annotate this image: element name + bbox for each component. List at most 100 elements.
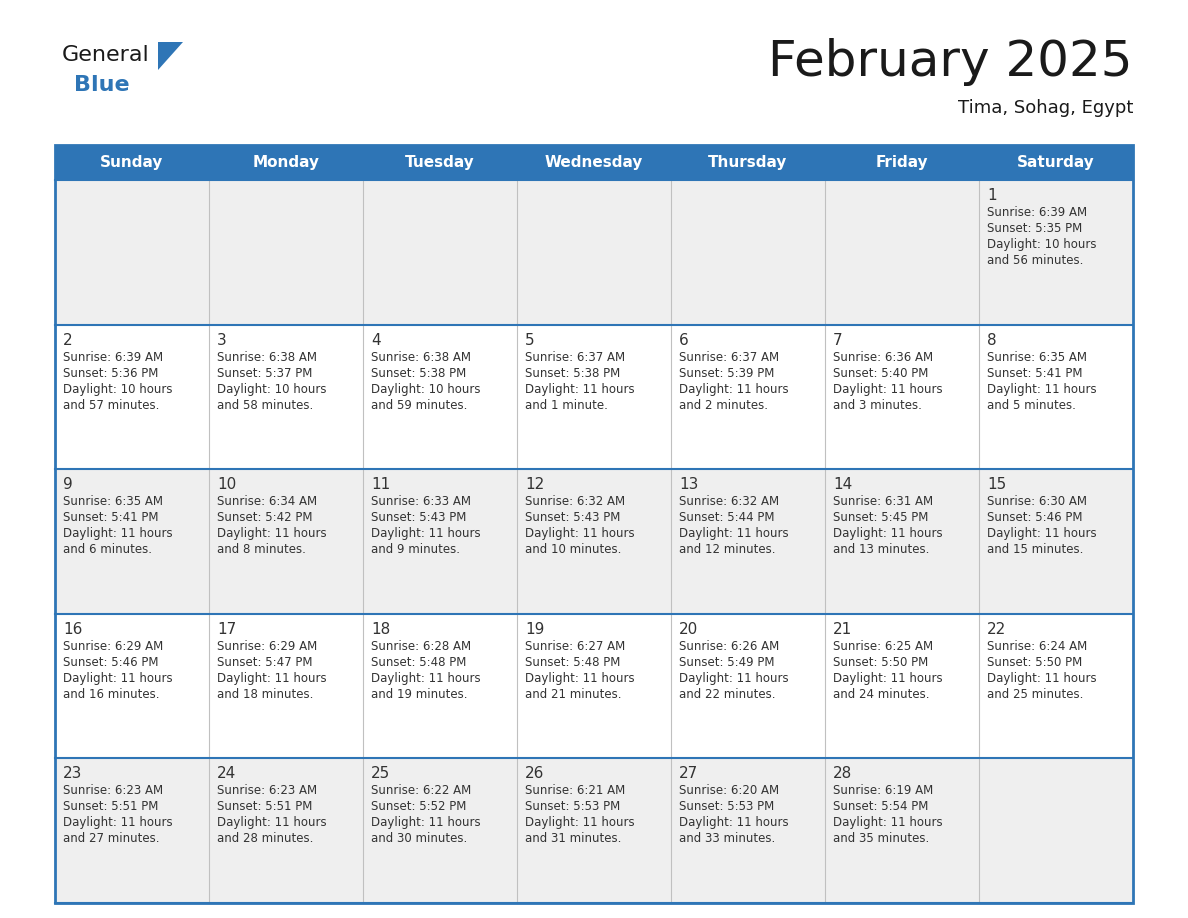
Text: 11: 11 <box>371 477 390 492</box>
Bar <box>55 758 1133 903</box>
Text: Daylight: 11 hours: Daylight: 11 hours <box>371 672 481 685</box>
Text: Daylight: 11 hours: Daylight: 11 hours <box>217 527 327 540</box>
Text: Sunset: 5:50 PM: Sunset: 5:50 PM <box>987 655 1082 669</box>
Bar <box>55 469 1133 614</box>
Bar <box>55 325 1133 469</box>
Text: Sunrise: 6:31 AM: Sunrise: 6:31 AM <box>833 495 933 509</box>
Text: Thursday: Thursday <box>708 155 788 170</box>
Text: Sunset: 5:53 PM: Sunset: 5:53 PM <box>525 800 620 813</box>
Text: 28: 28 <box>833 767 852 781</box>
Text: 3: 3 <box>217 332 227 348</box>
Text: Daylight: 10 hours: Daylight: 10 hours <box>63 383 172 396</box>
Text: February 2025: February 2025 <box>769 38 1133 86</box>
Text: Sunset: 5:54 PM: Sunset: 5:54 PM <box>833 800 928 813</box>
Text: Sunrise: 6:29 AM: Sunrise: 6:29 AM <box>217 640 317 653</box>
Text: Sunrise: 6:24 AM: Sunrise: 6:24 AM <box>987 640 1087 653</box>
Text: Sunset: 5:41 PM: Sunset: 5:41 PM <box>63 511 158 524</box>
Text: and 21 minutes.: and 21 minutes. <box>525 688 621 700</box>
Text: Sunset: 5:48 PM: Sunset: 5:48 PM <box>371 655 467 669</box>
Bar <box>55 614 1133 758</box>
Text: and 8 minutes.: and 8 minutes. <box>217 543 305 556</box>
Text: Monday: Monday <box>253 155 320 170</box>
Text: Daylight: 10 hours: Daylight: 10 hours <box>217 383 327 396</box>
Text: Sunset: 5:39 PM: Sunset: 5:39 PM <box>680 366 775 380</box>
Text: 19: 19 <box>525 621 544 637</box>
Text: and 33 minutes.: and 33 minutes. <box>680 833 776 845</box>
Text: Sunrise: 6:22 AM: Sunrise: 6:22 AM <box>371 784 472 798</box>
Text: 27: 27 <box>680 767 699 781</box>
Text: and 18 minutes.: and 18 minutes. <box>217 688 314 700</box>
Text: Sunset: 5:53 PM: Sunset: 5:53 PM <box>680 800 775 813</box>
Text: Daylight: 11 hours: Daylight: 11 hours <box>680 527 789 540</box>
Text: Sunrise: 6:23 AM: Sunrise: 6:23 AM <box>63 784 163 798</box>
Text: and 56 minutes.: and 56 minutes. <box>987 254 1083 267</box>
Text: Sunrise: 6:38 AM: Sunrise: 6:38 AM <box>371 351 470 364</box>
Text: Daylight: 11 hours: Daylight: 11 hours <box>217 672 327 685</box>
Text: Daylight: 11 hours: Daylight: 11 hours <box>525 816 634 829</box>
Text: Sunrise: 6:33 AM: Sunrise: 6:33 AM <box>371 495 470 509</box>
Text: Sunrise: 6:25 AM: Sunrise: 6:25 AM <box>833 640 933 653</box>
Text: 26: 26 <box>525 767 544 781</box>
Text: Daylight: 11 hours: Daylight: 11 hours <box>680 672 789 685</box>
Text: 24: 24 <box>217 767 236 781</box>
Text: Sunset: 5:36 PM: Sunset: 5:36 PM <box>63 366 158 380</box>
Text: 17: 17 <box>217 621 236 637</box>
Text: Daylight: 11 hours: Daylight: 11 hours <box>833 383 942 396</box>
Bar <box>55 180 1133 325</box>
Text: Sunset: 5:42 PM: Sunset: 5:42 PM <box>217 511 312 524</box>
Text: 15: 15 <box>987 477 1006 492</box>
Text: 12: 12 <box>525 477 544 492</box>
Text: Sunset: 5:46 PM: Sunset: 5:46 PM <box>987 511 1082 524</box>
Text: Sunset: 5:37 PM: Sunset: 5:37 PM <box>217 366 312 380</box>
Bar <box>55 145 1133 903</box>
Text: Sunrise: 6:19 AM: Sunrise: 6:19 AM <box>833 784 934 798</box>
Text: Sunset: 5:40 PM: Sunset: 5:40 PM <box>833 366 928 380</box>
Text: Sunset: 5:48 PM: Sunset: 5:48 PM <box>525 655 620 669</box>
Text: Daylight: 10 hours: Daylight: 10 hours <box>371 383 480 396</box>
Text: Daylight: 11 hours: Daylight: 11 hours <box>987 527 1097 540</box>
Text: and 2 minutes.: and 2 minutes. <box>680 398 767 411</box>
Text: 8: 8 <box>987 332 997 348</box>
Text: Daylight: 11 hours: Daylight: 11 hours <box>63 816 172 829</box>
Text: and 24 minutes.: and 24 minutes. <box>833 688 929 700</box>
Text: Daylight: 11 hours: Daylight: 11 hours <box>987 672 1097 685</box>
Text: Sunrise: 6:28 AM: Sunrise: 6:28 AM <box>371 640 472 653</box>
Text: Sunrise: 6:37 AM: Sunrise: 6:37 AM <box>525 351 625 364</box>
Text: Friday: Friday <box>876 155 928 170</box>
Text: General: General <box>62 45 150 65</box>
Text: Sunrise: 6:32 AM: Sunrise: 6:32 AM <box>525 495 625 509</box>
Text: 25: 25 <box>371 767 390 781</box>
Text: and 27 minutes.: and 27 minutes. <box>63 833 159 845</box>
Polygon shape <box>158 42 183 70</box>
Text: Sunrise: 6:38 AM: Sunrise: 6:38 AM <box>217 351 317 364</box>
Text: 18: 18 <box>371 621 390 637</box>
Text: 7: 7 <box>833 332 842 348</box>
Text: 10: 10 <box>217 477 236 492</box>
Text: Sunset: 5:51 PM: Sunset: 5:51 PM <box>63 800 158 813</box>
Text: Sunset: 5:38 PM: Sunset: 5:38 PM <box>371 366 466 380</box>
Text: Saturday: Saturday <box>1017 155 1095 170</box>
Text: Sunrise: 6:37 AM: Sunrise: 6:37 AM <box>680 351 779 364</box>
Text: and 22 minutes.: and 22 minutes. <box>680 688 776 700</box>
Text: Sunrise: 6:39 AM: Sunrise: 6:39 AM <box>63 351 163 364</box>
Text: Sunrise: 6:20 AM: Sunrise: 6:20 AM <box>680 784 779 798</box>
Text: Sunset: 5:52 PM: Sunset: 5:52 PM <box>371 800 467 813</box>
Text: Sunday: Sunday <box>100 155 164 170</box>
Text: 20: 20 <box>680 621 699 637</box>
Text: and 10 minutes.: and 10 minutes. <box>525 543 621 556</box>
Text: and 25 minutes.: and 25 minutes. <box>987 688 1083 700</box>
Text: Daylight: 11 hours: Daylight: 11 hours <box>371 527 481 540</box>
Text: 21: 21 <box>833 621 852 637</box>
Text: Sunset: 5:44 PM: Sunset: 5:44 PM <box>680 511 775 524</box>
Text: Sunrise: 6:35 AM: Sunrise: 6:35 AM <box>987 351 1087 364</box>
Text: and 1 minute.: and 1 minute. <box>525 398 608 411</box>
Text: and 13 minutes.: and 13 minutes. <box>833 543 929 556</box>
Text: Wednesday: Wednesday <box>545 155 643 170</box>
Text: Sunrise: 6:34 AM: Sunrise: 6:34 AM <box>217 495 317 509</box>
Text: Daylight: 11 hours: Daylight: 11 hours <box>217 816 327 829</box>
Text: 16: 16 <box>63 621 82 637</box>
Text: 2: 2 <box>63 332 72 348</box>
Text: Daylight: 11 hours: Daylight: 11 hours <box>833 816 942 829</box>
Text: Sunrise: 6:35 AM: Sunrise: 6:35 AM <box>63 495 163 509</box>
Text: Tuesday: Tuesday <box>405 155 475 170</box>
